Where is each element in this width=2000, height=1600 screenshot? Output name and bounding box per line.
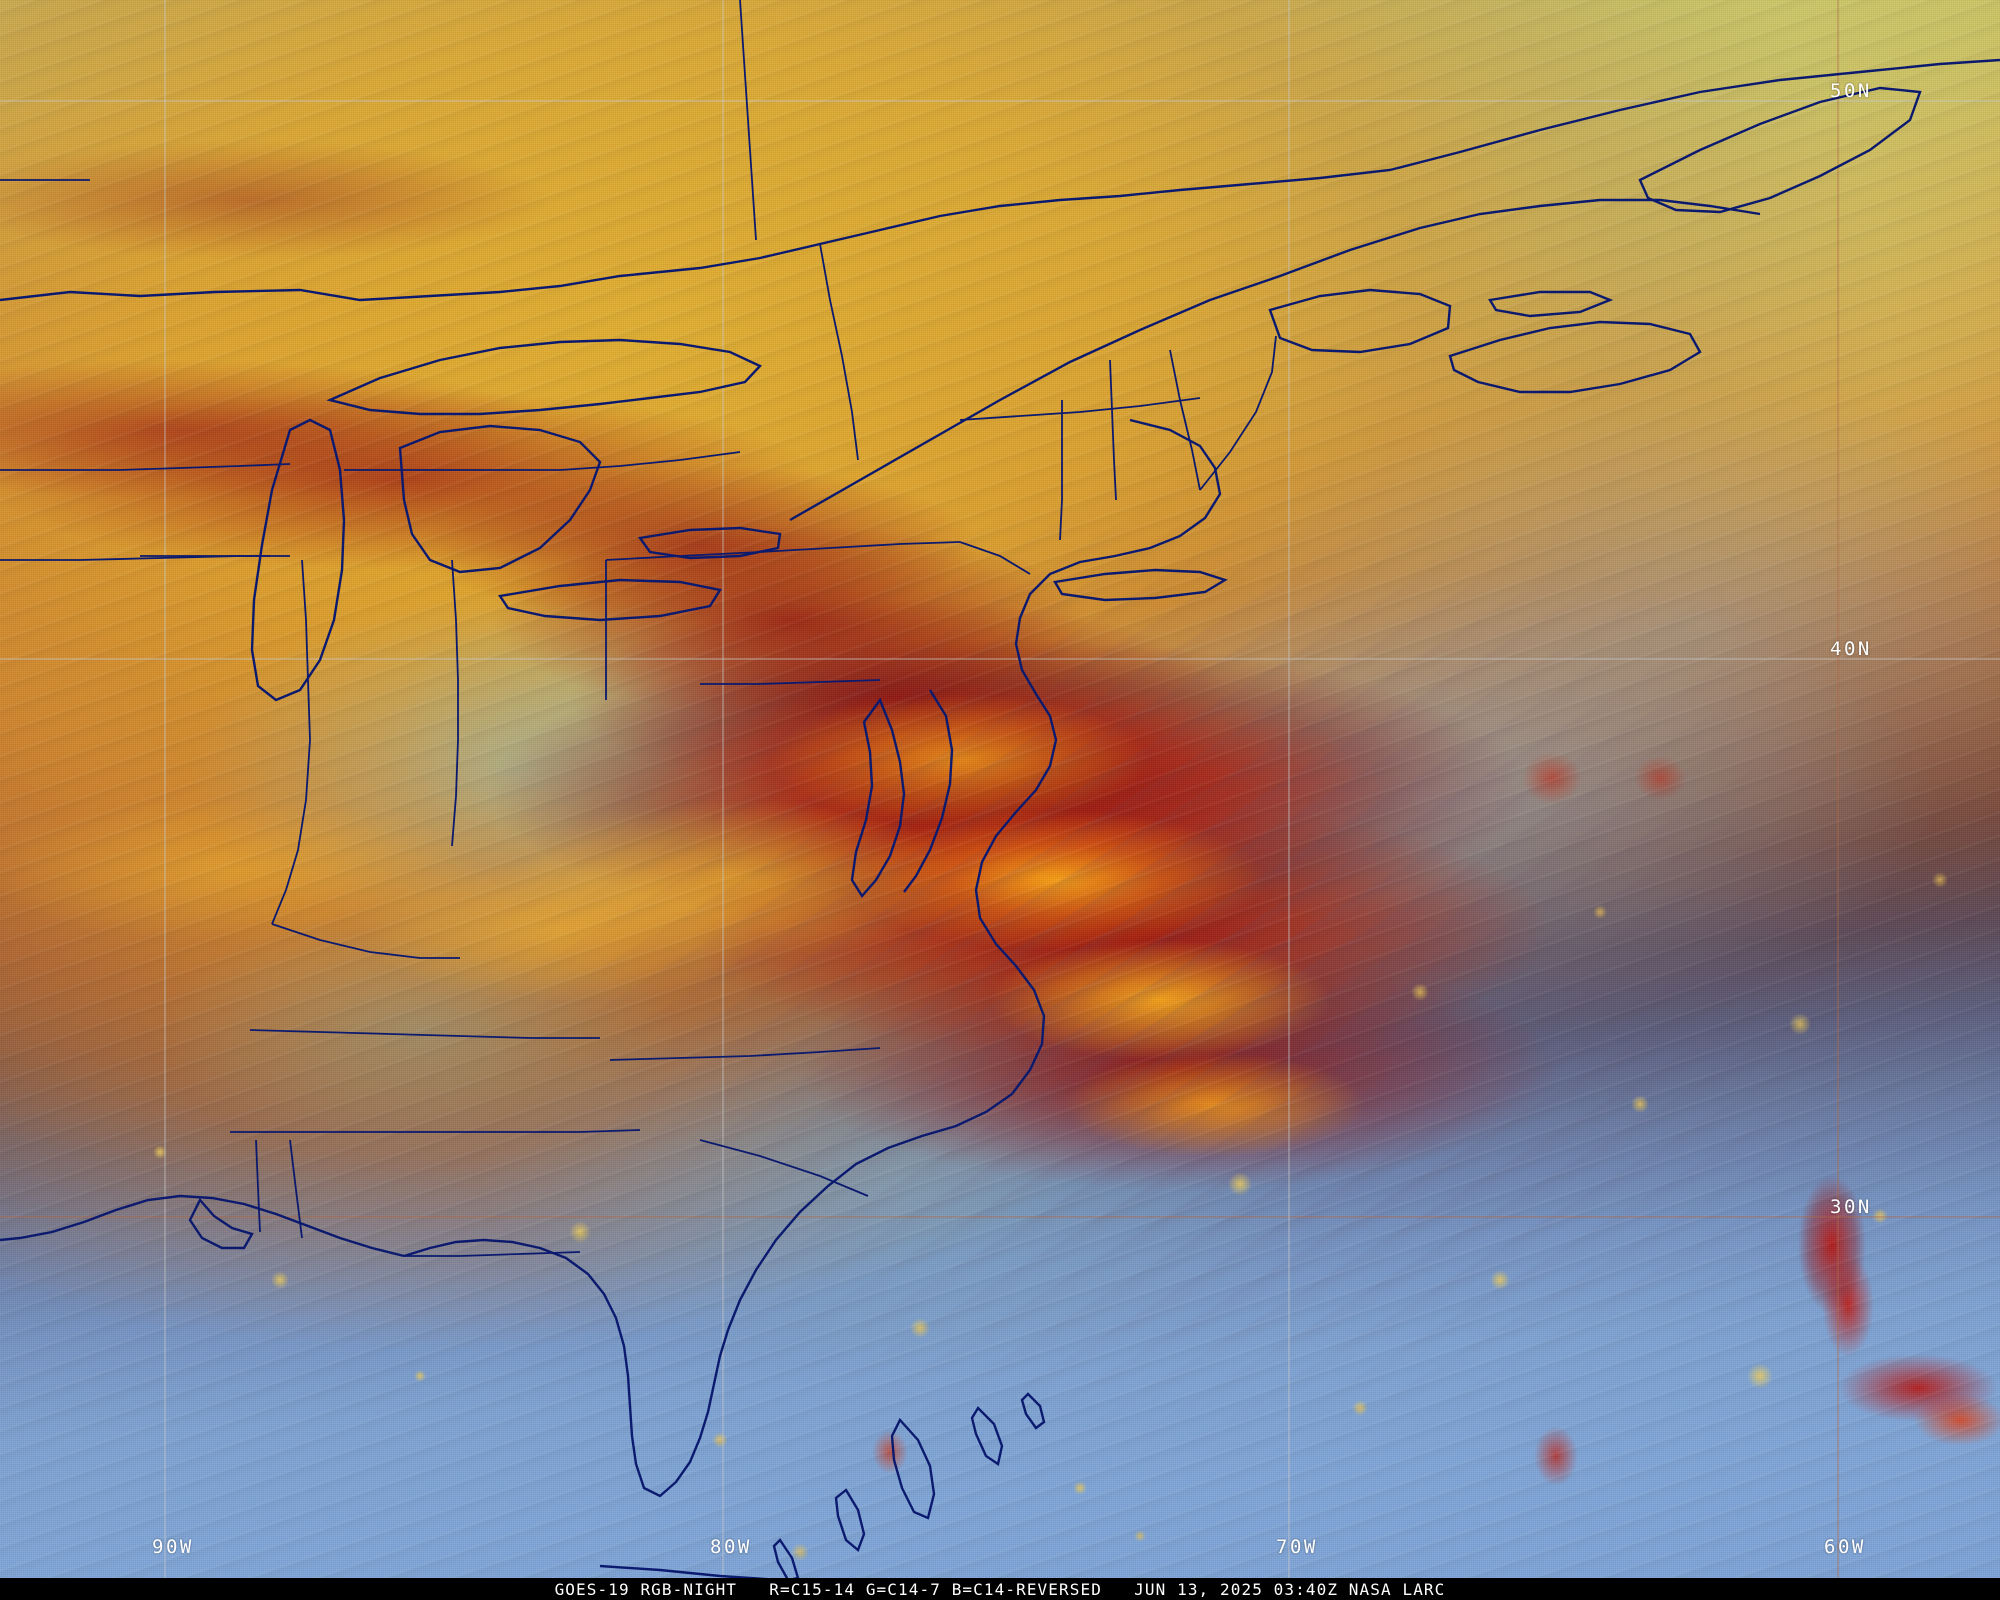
coastline-chesapeake-bay xyxy=(850,697,906,899)
border-pa-md xyxy=(700,679,881,685)
border-quebec-ontario xyxy=(819,243,859,461)
border-maine-nb xyxy=(1199,335,1277,491)
grid-label-lat-30n: 30N xyxy=(1830,1196,1872,1218)
caption-text: GOES-19 RGB-NIGHT R=C15-14 G=C14-7 B=C14… xyxy=(554,1579,1446,1599)
border-alabama-georgia xyxy=(289,1139,303,1239)
coastline-new-england xyxy=(974,418,1222,1095)
coastline-lake-superior xyxy=(326,338,763,416)
border-nj-ny xyxy=(959,541,1031,575)
caption-bar: GOES-19 RGB-NIGHT R=C15-14 G=C14-7 B=C14… xyxy=(0,1578,2000,1600)
border-pa-ny xyxy=(605,541,961,561)
coastline-st-lawrence xyxy=(789,198,1761,522)
coastline-gulf xyxy=(0,1194,405,1258)
grid-label-lon-60w: 60W xyxy=(1824,1536,1866,1558)
border-nc-sc xyxy=(699,1139,869,1197)
coastline-delmarva xyxy=(903,689,954,893)
coastline-new-brunswick xyxy=(1268,288,1452,354)
coastline-southeast xyxy=(726,1093,1013,1331)
border-ny-vt xyxy=(1059,400,1063,541)
border-vt-nh xyxy=(1109,359,1117,501)
border-tennessee-south xyxy=(230,1129,641,1133)
border-georgia-florida xyxy=(404,1251,581,1257)
coastline-florida xyxy=(403,1238,730,1498)
border-kentucky-tennessee xyxy=(249,1029,600,1039)
coastline-canada-north xyxy=(0,58,2000,302)
coastline-bahamas-4 xyxy=(834,1488,866,1553)
coastline-nova-scotia xyxy=(1448,320,1702,394)
border-nh-maine xyxy=(1169,349,1201,491)
coastline-bahamas-5 xyxy=(772,1538,800,1582)
border-ny-quebec xyxy=(959,397,1201,421)
coastline-bahamas-3 xyxy=(1020,1392,1046,1430)
coastline-long-island xyxy=(1053,568,1228,602)
coastline-bahamas-2 xyxy=(970,1406,1004,1466)
coastline-newfoundland xyxy=(1638,86,1922,214)
grid-label-lon-70w: 70W xyxy=(1276,1536,1318,1558)
border-ontario-us xyxy=(559,451,741,471)
coastline-mississippi-delta xyxy=(188,1197,254,1250)
border-manitoba-ontario xyxy=(739,0,757,241)
border-virginia-nc xyxy=(609,1047,881,1061)
coastline-bahamas-1 xyxy=(890,1417,936,1520)
coastline-pei xyxy=(1488,290,1614,318)
grid-label-lat-50n: 50N xyxy=(1830,80,1872,102)
border-mississippi-alabama xyxy=(255,1139,261,1233)
border-indiana-kentucky xyxy=(271,923,460,959)
border-minnesota-wisconsin xyxy=(0,463,291,471)
coastline-lake-michigan xyxy=(250,418,346,702)
grid-label-lon-90w: 90W xyxy=(152,1536,194,1558)
coastline-lake-erie xyxy=(497,578,722,622)
coastline-lake-ontario xyxy=(637,526,782,560)
grid-label-lon-80w: 80W xyxy=(710,1536,752,1558)
border-illinois-indiana xyxy=(271,559,311,925)
border-indiana-ohio xyxy=(451,559,459,847)
coastline-lake-huron xyxy=(398,424,602,574)
grid-label-lat-40n: 40N xyxy=(1830,638,1872,660)
